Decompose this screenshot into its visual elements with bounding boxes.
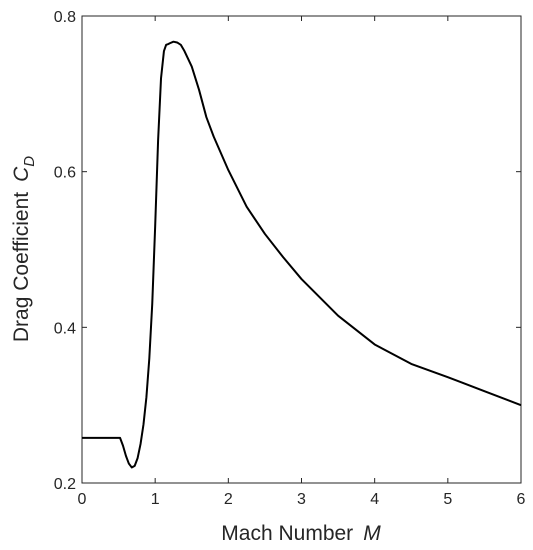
y-axis-subscript: D [21, 156, 38, 167]
x-axis-symbol: M [363, 522, 381, 545]
x-tick-label-4: 4 [370, 491, 379, 508]
x-tick-label-2: 2 [224, 491, 233, 508]
tick-labels: 0 1 2 3 4 5 6 0.2 0.4 0.6 0.8 [54, 9, 526, 508]
y-tick-label-2: 0.6 [54, 165, 76, 182]
x-tick-label-3: 3 [297, 491, 306, 508]
axis-ticks [81, 15, 522, 484]
x-axis-label-text: Mach Number [221, 522, 353, 545]
x-tick-label-5: 5 [443, 491, 452, 508]
x-tick-label-1: 1 [151, 491, 160, 508]
x-tick-label-0: 0 [78, 491, 87, 508]
y-tick-label-3: 0.8 [54, 9, 76, 26]
y-axis-symbol: C [10, 166, 33, 182]
y-axis-label: Drag Coefficient CD [10, 156, 38, 342]
y-tick-label-1: 0.4 [54, 320, 76, 337]
x-axis-label: Mach Number M [221, 522, 381, 545]
y-axis-label-text: Drag Coefficient [10, 192, 33, 342]
x-tick-label-6: 6 [517, 491, 526, 508]
plot-area [81, 15, 522, 484]
y-tick-label-0: 0.2 [54, 476, 76, 493]
series-line [82, 40, 522, 469]
